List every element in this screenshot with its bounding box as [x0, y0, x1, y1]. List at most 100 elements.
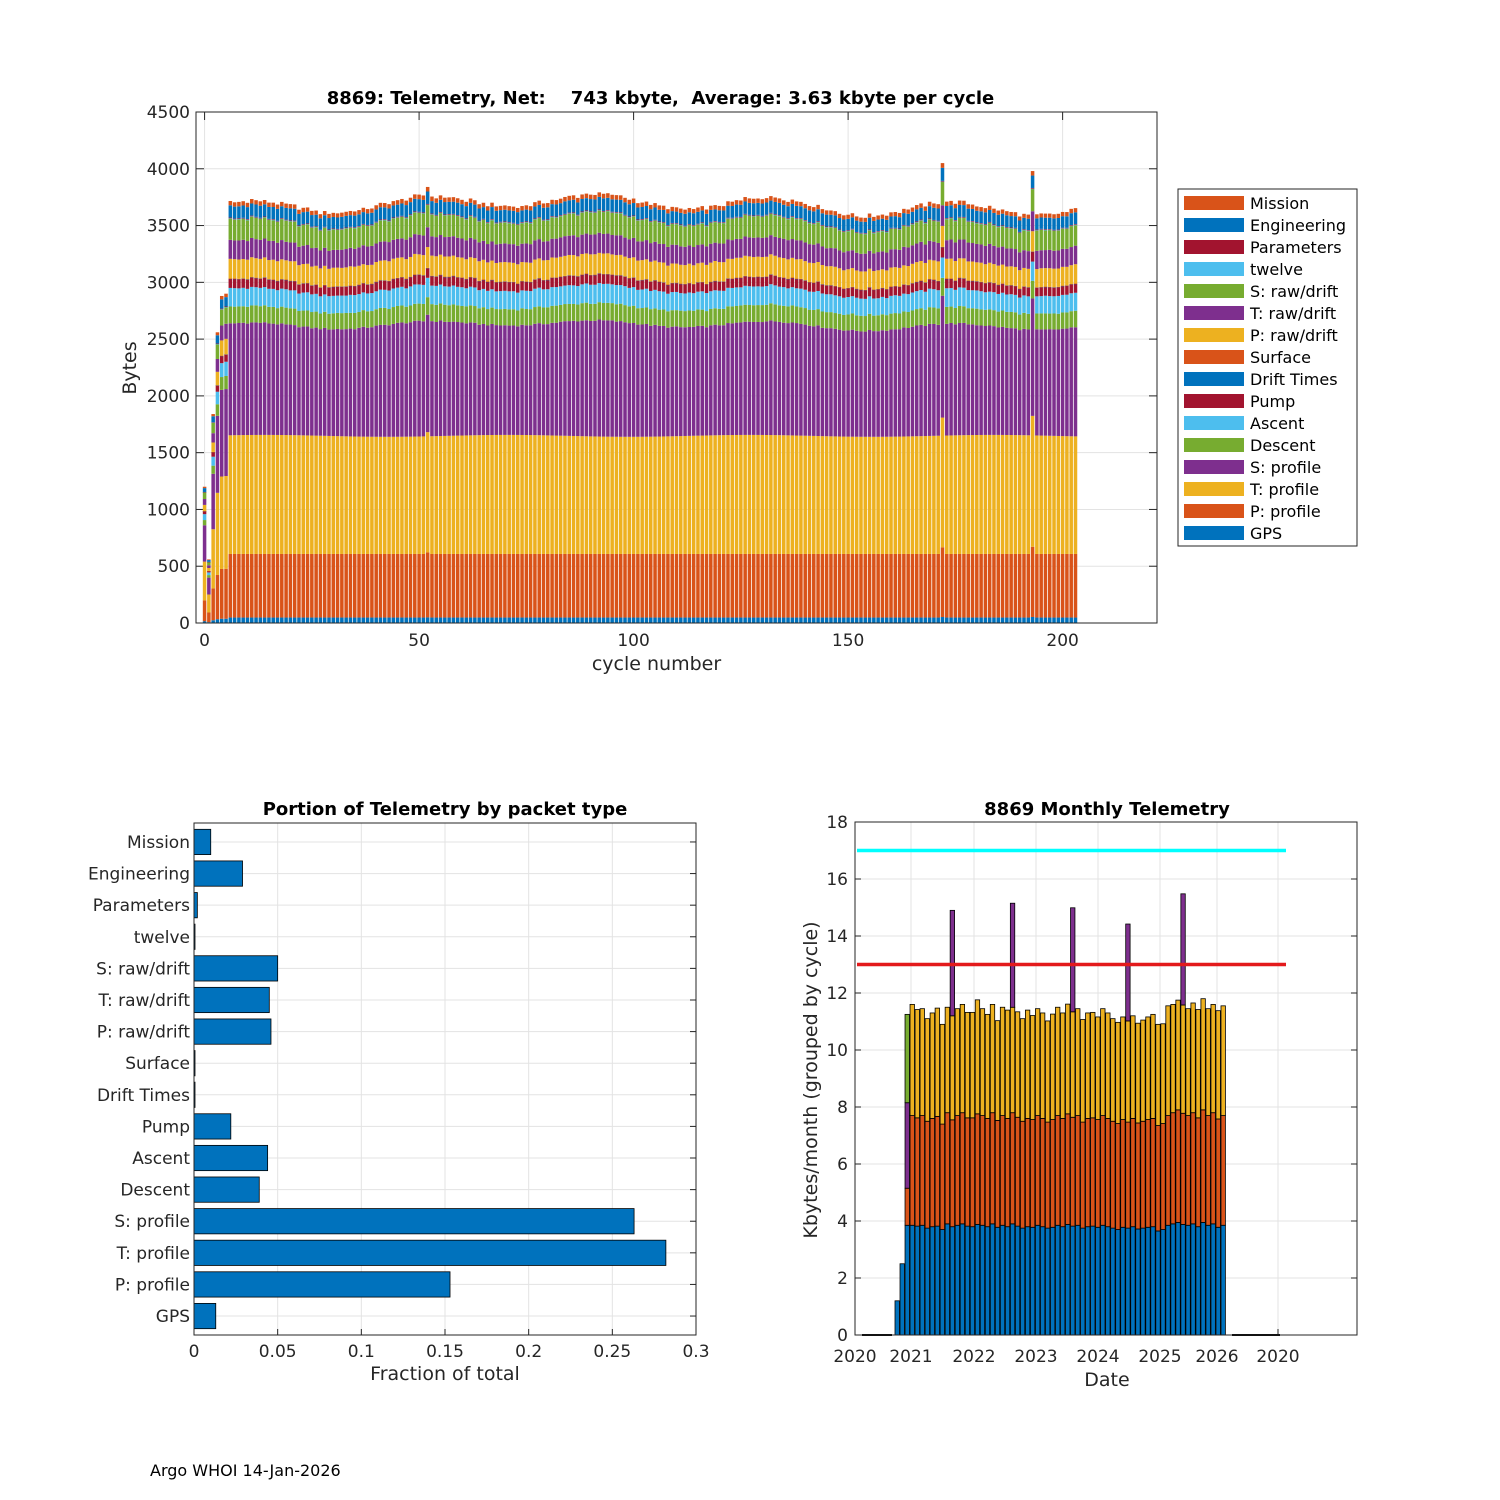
bar-segment — [215, 415, 220, 493]
bar-segment — [417, 211, 421, 213]
bar-segment — [258, 278, 263, 279]
bar-segment — [305, 223, 310, 225]
x-tick-label: 2020 — [1256, 1347, 1299, 1367]
bar-segment — [859, 617, 863, 623]
bar-segment — [258, 278, 263, 288]
bar-segment — [503, 222, 507, 223]
bar-segment — [631, 305, 636, 323]
bar-segment — [455, 305, 460, 323]
bar-segment — [945, 240, 949, 259]
bar-segment — [443, 214, 447, 216]
bar-segment — [1170, 1223, 1176, 1336]
bar-segment — [374, 205, 378, 210]
bar-segment — [773, 617, 777, 623]
bar-segment — [606, 210, 610, 212]
bar-segment — [490, 219, 494, 221]
bar-segment — [648, 221, 653, 244]
bar-segment — [781, 553, 786, 618]
bar-segment — [322, 285, 327, 295]
bar-segment — [1069, 208, 1073, 214]
bar-segment — [700, 222, 705, 223]
bar-segment — [794, 240, 799, 260]
bar-segment — [481, 307, 486, 324]
bar-segment — [425, 204, 430, 206]
bar-segment — [657, 243, 662, 263]
bar-segment — [498, 210, 503, 222]
bar-segment — [537, 200, 541, 205]
y-tick-label: 18 — [826, 813, 848, 833]
bar-segment — [1043, 250, 1048, 269]
bar-segment — [271, 240, 275, 260]
bar-segment — [558, 215, 563, 217]
bar-segment — [250, 215, 254, 217]
bar-segment — [734, 217, 739, 239]
bar-segment — [258, 218, 263, 219]
bar-segment — [614, 199, 619, 213]
bar-segment — [910, 292, 915, 311]
bar-segment — [644, 279, 649, 280]
cycle-bar — [683, 209, 687, 623]
bar-segment — [829, 210, 833, 215]
bar-segment — [927, 259, 932, 280]
bar-segment — [245, 323, 250, 436]
bar-segment — [902, 246, 906, 266]
bar-segment — [743, 434, 747, 554]
bar-segment — [606, 253, 610, 274]
bar-segment — [683, 293, 687, 312]
bar-segment — [464, 219, 469, 241]
bar-segment — [250, 237, 254, 258]
bar-segment — [979, 434, 983, 554]
bar-segment — [803, 280, 807, 281]
bar-segment — [528, 206, 533, 211]
bar-segment — [228, 323, 233, 436]
bar-segment — [485, 222, 490, 223]
bar-segment — [764, 617, 769, 623]
bar-segment — [1047, 213, 1052, 218]
bar-segment — [924, 1227, 930, 1336]
bar-segment — [1052, 553, 1056, 618]
bar-segment — [541, 617, 546, 623]
bar-segment — [1065, 312, 1069, 329]
bar-segment — [627, 323, 632, 437]
bar-segment — [528, 262, 533, 282]
bar-segment — [1017, 330, 1022, 436]
bar-segment — [425, 227, 430, 248]
bar-segment — [524, 290, 529, 310]
month-bar — [1215, 1010, 1221, 1336]
bar-segment — [743, 553, 747, 618]
bar-segment — [383, 553, 387, 618]
bar-segment — [554, 322, 559, 436]
bar-segment — [936, 308, 940, 325]
bar-segment — [696, 553, 700, 618]
bar-segment — [820, 224, 825, 226]
bar-segment — [751, 215, 756, 217]
bar-segment — [999, 1224, 1006, 1336]
cycle-bar — [979, 207, 983, 623]
bar-segment — [636, 324, 640, 437]
bar-segment — [258, 322, 263, 435]
bar-segment — [734, 322, 739, 435]
bar-segment — [516, 224, 520, 226]
bar-segment — [773, 285, 777, 305]
bar-segment — [490, 279, 494, 281]
bar-segment — [370, 208, 374, 213]
bar-segment — [996, 226, 1001, 228]
bar-segment — [872, 331, 876, 437]
bar-segment — [640, 202, 644, 207]
bar-segment — [567, 275, 572, 276]
bar-segment — [666, 327, 670, 437]
cycle-bar — [413, 194, 417, 623]
bar-segment — [975, 434, 979, 554]
bar-segment — [584, 320, 589, 437]
bar-segment — [949, 1015, 955, 1121]
bar-segment — [932, 553, 936, 618]
bar-segment — [854, 232, 859, 234]
bar-segment — [636, 617, 640, 623]
bar-segment — [876, 436, 880, 554]
bar-segment — [1035, 617, 1039, 623]
bar-segment — [909, 1224, 915, 1336]
bar-segment — [704, 327, 709, 436]
bar-segment — [340, 553, 344, 618]
bar-segment — [807, 244, 812, 263]
bar-segment — [408, 237, 413, 257]
